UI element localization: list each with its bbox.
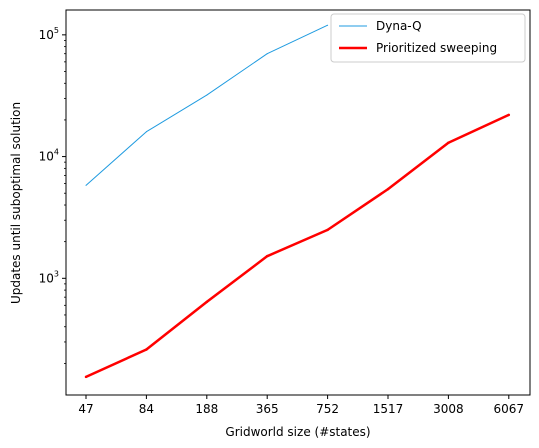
series-1-point bbox=[206, 94, 208, 96]
series-line-2 bbox=[85, 113, 510, 379]
x-tick-label: 752 bbox=[316, 402, 339, 416]
legend: Dyna-Q Prioritized sweeping bbox=[330, 13, 526, 63]
plot-area bbox=[65, 9, 531, 396]
y-axis-label: Updates until suboptimal solution bbox=[9, 102, 23, 304]
series-2-point bbox=[205, 300, 209, 304]
series-2-point bbox=[447, 141, 450, 144]
series-2-point bbox=[326, 228, 329, 232]
x-axis-ticks: 47 84 188 365 752 1517 3008 6067 bbox=[78, 395, 524, 416]
series-1-point bbox=[266, 53, 268, 55]
series-2-point bbox=[507, 113, 511, 117]
y-axis-ticks: 103 104 105 bbox=[39, 26, 66, 364]
x-tick-label: 365 bbox=[256, 402, 279, 416]
series-2-point bbox=[145, 348, 148, 351]
y-tick-label: 105 bbox=[39, 26, 59, 42]
legend-label-1: Dyna-Q bbox=[376, 19, 422, 33]
series-2-point bbox=[84, 375, 88, 379]
series-1-point bbox=[327, 24, 329, 26]
series-2-point bbox=[386, 187, 390, 191]
x-tick-label: 6067 bbox=[494, 402, 525, 416]
x-tick-label: 1517 bbox=[373, 402, 404, 416]
series-2-point bbox=[265, 254, 269, 258]
series-layer bbox=[84, 24, 511, 379]
series-1-point bbox=[85, 184, 87, 186]
x-tick-label: 188 bbox=[195, 402, 218, 416]
x-axis-label: Gridworld size (#states) bbox=[225, 425, 370, 439]
y-tick-label: 103 bbox=[39, 269, 59, 285]
legend-label-2: Prioritized sweeping bbox=[376, 41, 497, 55]
series-1-point bbox=[145, 131, 147, 133]
y-tick-label: 104 bbox=[39, 148, 59, 164]
x-tick-label: 3008 bbox=[433, 402, 464, 416]
x-tick-label: 84 bbox=[139, 402, 154, 416]
legend-frame bbox=[330, 13, 526, 63]
x-tick-label: 47 bbox=[78, 402, 93, 416]
